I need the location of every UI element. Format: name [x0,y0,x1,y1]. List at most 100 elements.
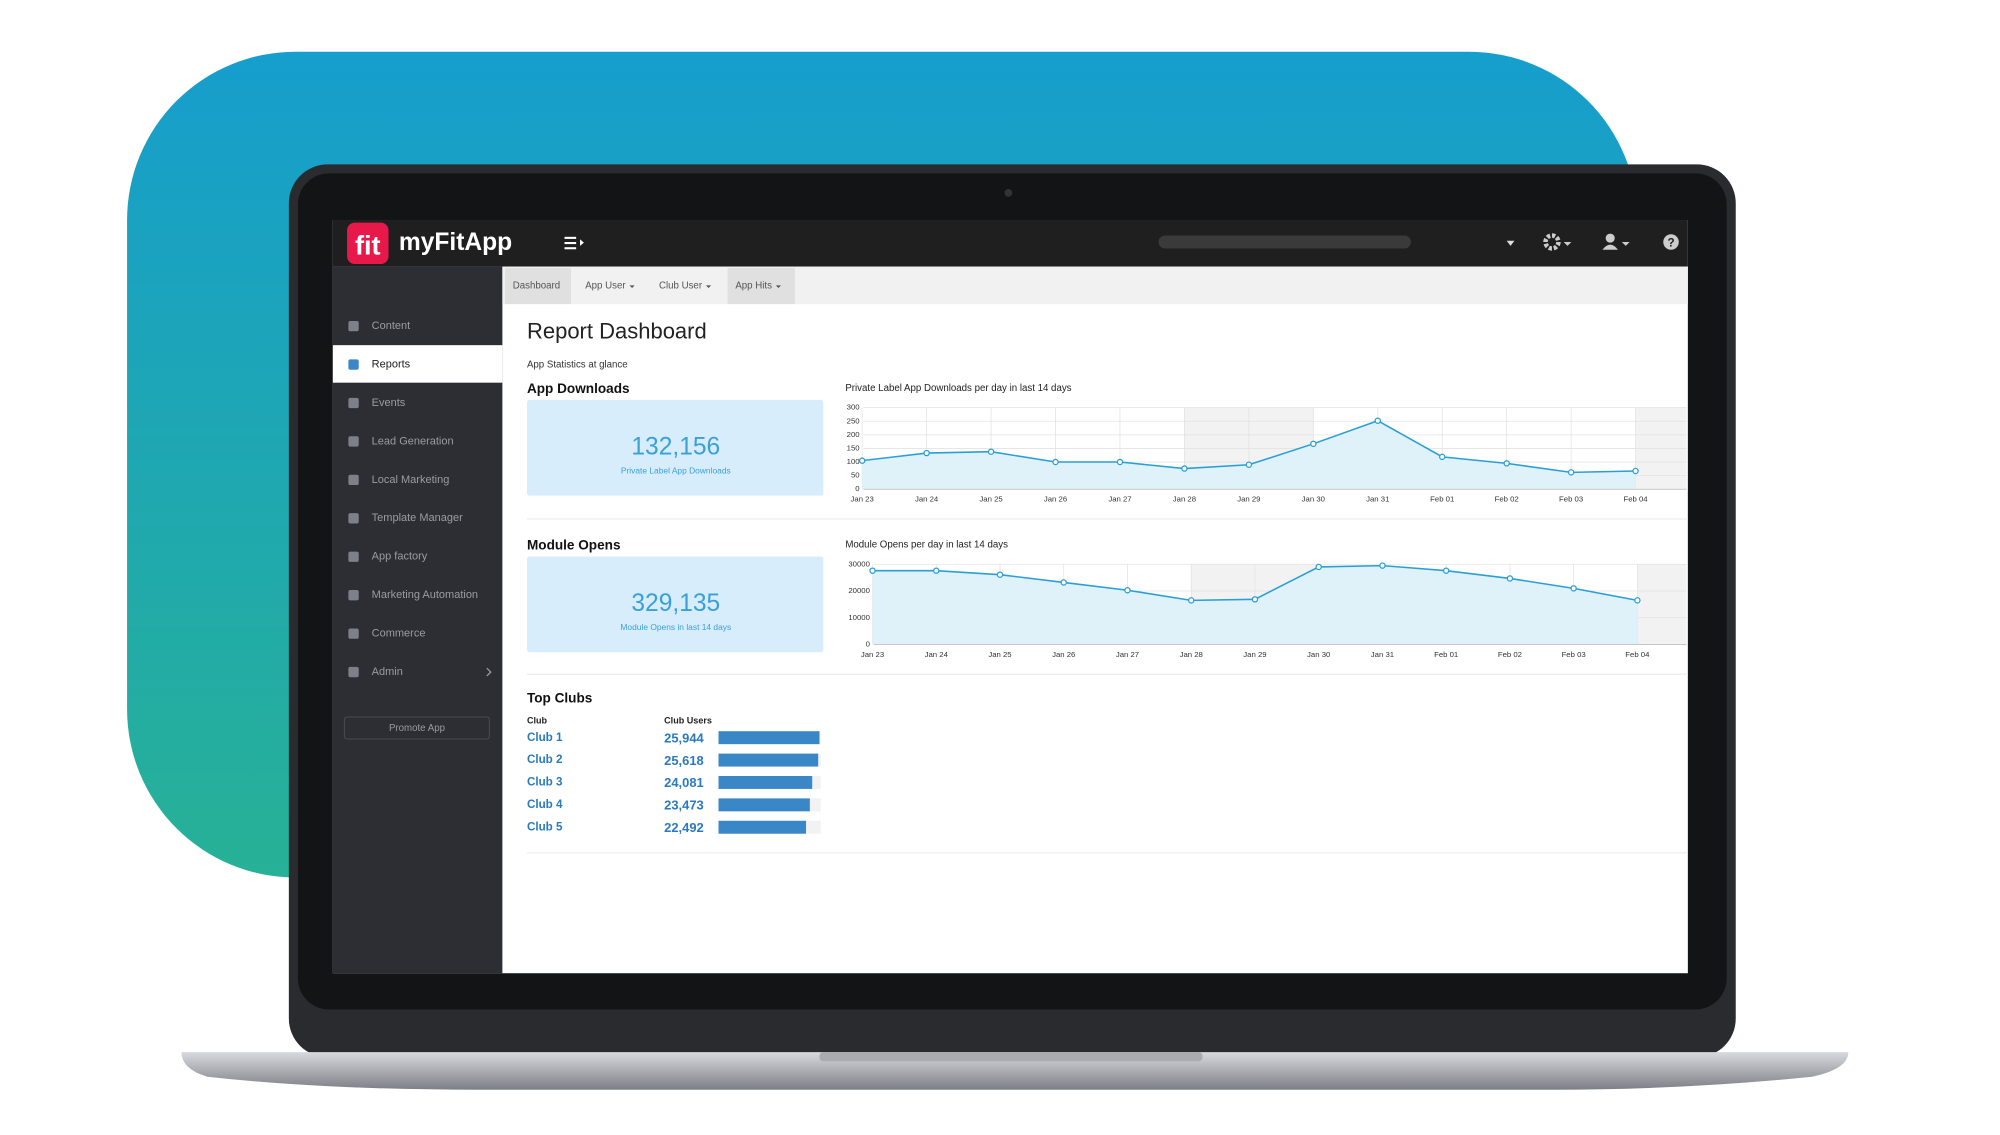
tab-caret[interactable] [629,285,635,288]
point [923,449,930,457]
point [1310,440,1317,448]
sidebar [332,266,503,974]
y-tick-label: 300 [847,403,860,412]
point [1442,567,1450,574]
point [1116,458,1124,466]
stat-box [526,399,824,496]
area [862,420,1636,490]
account-dropdown[interactable] [1506,240,1515,246]
help-icon[interactable]: ? [1663,234,1679,250]
sidebar-menu: Content Reports Events Lead Generation Local… [332,320,503,678]
svg-text:?: ? [1667,236,1674,249]
club-name[interactable]: Club 5 [527,820,563,833]
menu-item[interactable]: Reports [372,358,411,370]
menu-icon[interactable] [348,474,359,486]
menu-item[interactable]: App factory [372,551,428,563]
point [1503,460,1510,467]
point [1632,467,1639,475]
club-name[interactable]: Club 3 [527,776,563,789]
menu-item[interactable]: Content [372,320,411,332]
stat-total: 329,135 [631,590,720,617]
stat-box [526,556,824,653]
tab-caret[interactable] [705,285,712,288]
x-tick-label: Feb 04 [1624,495,1649,504]
user-icon[interactable] [1602,233,1630,250]
chart-title: Private Label App Downloads per day in l… [845,383,1071,394]
tab-caret[interactable] [775,285,782,288]
club-name[interactable]: Club 4 [527,798,563,811]
x-tick-label: Feb 04 [1625,650,1650,659]
point [1060,579,1067,586]
point [1245,461,1253,468]
promote-button-label[interactable]: Promote App [389,723,445,734]
y-tick-label: 30000 [848,559,870,568]
x-tick-label: Jan 27 [1108,495,1131,504]
menu-icon[interactable] [348,359,359,370]
menu-icon[interactable] [348,436,359,447]
tab-bg[interactable] [727,267,795,305]
tab[interactable]: Dashboard [513,281,560,292]
menu-icon[interactable] [348,551,359,562]
tab[interactable]: App User [585,281,626,292]
menu-icon[interactable] [348,513,359,524]
x-tick-label: Jan 25 [979,495,1002,504]
club-users: 25,944 [664,730,704,745]
tab-bg[interactable] [504,267,571,305]
menu-icon[interactable] [348,320,359,332]
menu-item[interactable]: Marketing Automation [372,589,478,601]
menu-item[interactable]: Template Manager [372,512,463,524]
point [1374,417,1382,424]
account-name-blurred[interactable] [1158,235,1411,249]
y-tick-label: 250 [847,416,860,425]
x-tick-label: Jan 23 [861,650,884,659]
point [858,457,866,464]
laptop-base [181,1052,1849,1090]
tab-bar [502,266,1688,305]
x-tick-label: Jan 24 [915,495,939,504]
point [1187,597,1195,604]
logo[interactable]: fit [355,229,381,260]
x-tick-label: Jan 26 [1052,650,1075,659]
menu-item[interactable]: Admin [372,666,403,678]
column-header: Club Users [664,715,712,725]
point [1506,575,1514,582]
x-tick-label: Jan 28 [1173,495,1196,504]
menu-toggle[interactable] [564,236,584,250]
menu-item-active[interactable] [332,345,503,383]
x-tick-label: Jan 30 [1302,495,1325,504]
chevron[interactable] [486,667,492,677]
promote-button[interactable] [343,716,491,740]
y-tick-label: 20000 [848,586,870,595]
club-users: 23,473 [664,798,704,813]
point [1251,596,1259,603]
menu-icon[interactable] [348,397,359,409]
menu-icon[interactable] [348,628,359,639]
point [1379,562,1386,569]
club-users: 24,081 [664,775,704,790]
app-name[interactable]: myFitApp [399,229,512,256]
tab[interactable]: Club User [659,281,703,292]
menu-icon[interactable] [348,666,359,678]
y-tick-label: 0 [866,640,870,649]
club-name[interactable]: Club 1 [527,731,563,744]
tab[interactable]: App Hits [735,281,772,292]
column-header: Club [527,715,548,725]
tabs: Dashboard App User Club User App Hits [504,267,795,305]
camera [1004,188,1013,197]
section-heading: Top Clubs [527,690,592,705]
x-tick-label: Jan 26 [1044,495,1067,504]
page-title: Report Dashboard [527,318,707,343]
y-tick-label: 200 [847,430,860,439]
logo-box[interactable] [347,222,389,265]
menu-item[interactable]: Local Marketing [372,474,450,486]
settings-icon[interactable] [1543,233,1572,251]
x-tick-label: Jan 27 [1116,650,1139,659]
menu-icon[interactable] [348,590,359,601]
menu-item[interactable]: Events [372,397,406,409]
club-name[interactable]: Club 2 [527,753,563,766]
menu-item[interactable]: Commerce [372,628,426,640]
menu-item[interactable]: Lead Generation [372,435,454,447]
section-heading: Module Opens [527,538,621,553]
point [987,448,995,455]
